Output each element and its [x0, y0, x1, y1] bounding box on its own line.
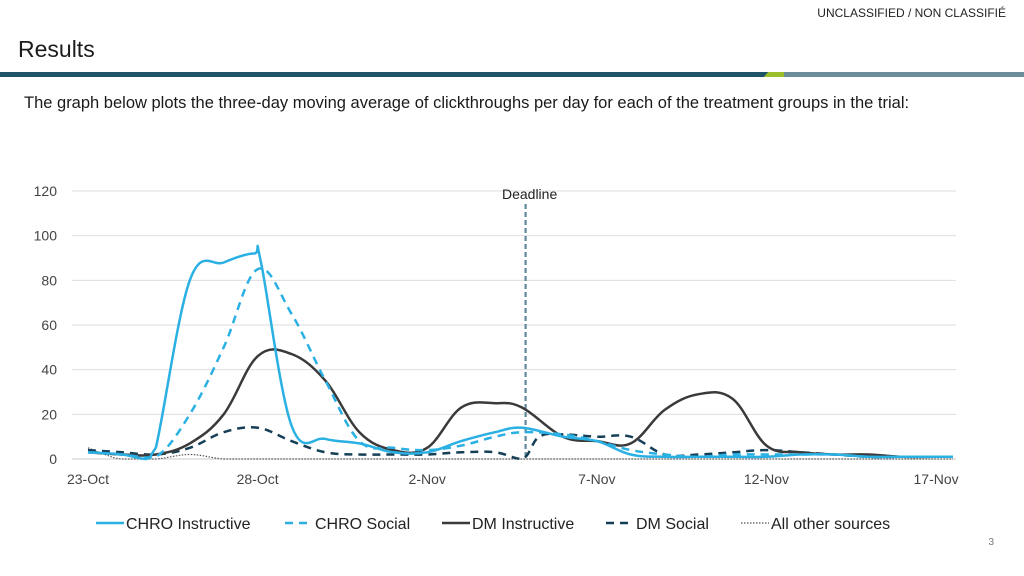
deadline-layer: Deadline [502, 186, 557, 459]
slide-title: Results [18, 36, 95, 62]
intro-text: The graph below plots the three-day movi… [24, 94, 910, 112]
title-divider-rest [784, 72, 1024, 77]
legend: CHRO Instructive CHRO Social DM Instructiv… [96, 516, 890, 533]
classification-label: UNCLASSIFIED / NON CLASSIFIÉ [817, 6, 1006, 20]
page-number: 3 [988, 537, 994, 548]
y-tick-label: 0 [49, 451, 57, 467]
x-tick-label: 17-Nov [914, 471, 959, 487]
title-divider [0, 70, 1024, 78]
legend-label: DM Social [636, 516, 709, 533]
y-tick-label: 20 [41, 406, 57, 422]
x-tick-label: 23-Oct [67, 471, 109, 487]
y-tick-label: 100 [34, 228, 58, 244]
series-line-dm-instructive [87, 348, 953, 459]
title-divider-main [0, 72, 770, 77]
legend-label: CHRO Social [315, 516, 410, 533]
y-tick-label: 120 [34, 183, 58, 199]
legend-label: CHRO Instructive [126, 516, 251, 533]
axis-layer: 0 20 40 60 80 100 120 23-Oct 28-Oct 2-Nov 7-Nov 12-… [34, 183, 959, 487]
y-tick-label: 60 [41, 317, 57, 333]
x-tick-label: 12-Nov [744, 471, 789, 487]
y-tick-label: 40 [41, 362, 57, 378]
series-line-chro-instructive [87, 244, 953, 461]
series-layer [87, 244, 953, 461]
deadline-label: Deadline [502, 186, 557, 202]
x-tick-label: 28-Oct [237, 471, 279, 487]
legend-label: All other sources [771, 516, 890, 533]
grid-layer [72, 190, 956, 460]
y-tick-label: 80 [41, 272, 57, 288]
x-tick-label: 2-Nov [409, 471, 446, 487]
series-line-chro-social [87, 267, 953, 459]
legend-label: DM Instructive [472, 516, 574, 533]
x-tick-label: 7-Nov [578, 471, 615, 487]
